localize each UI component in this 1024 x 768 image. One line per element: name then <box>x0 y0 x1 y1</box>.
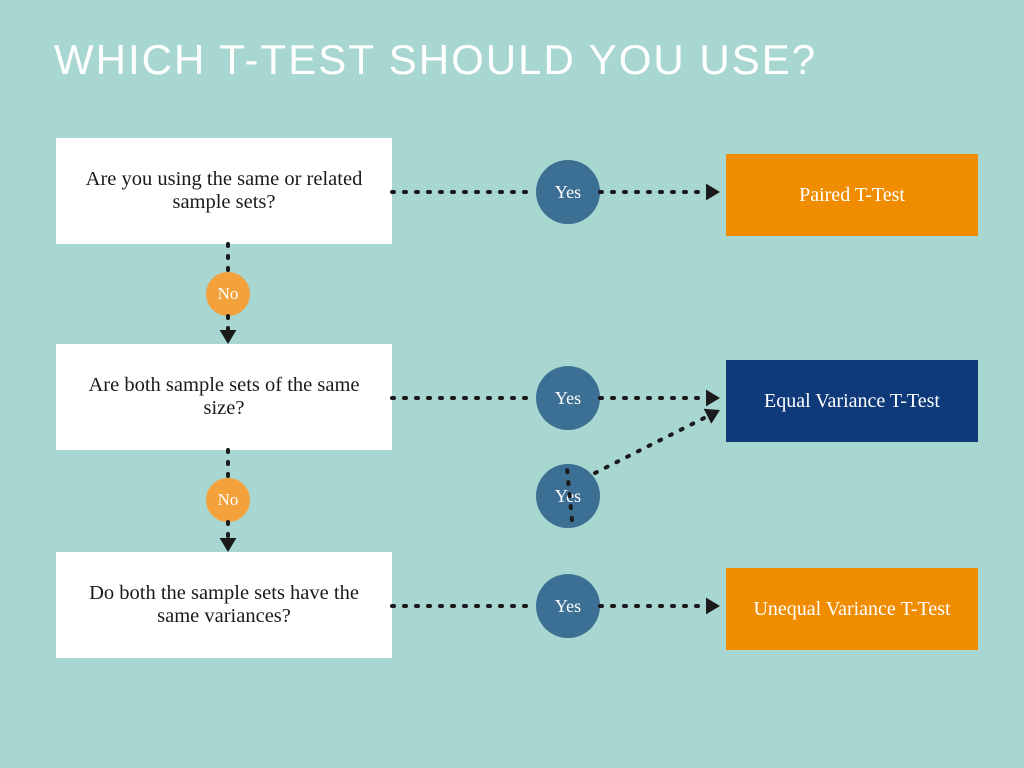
no-circle-1: No <box>206 272 250 316</box>
question-box-1: Are you using the same or related sample… <box>56 138 392 244</box>
question-text-2: Are both sample sets of the same size? <box>80 374 368 420</box>
yes-circle-2: Yes <box>536 366 600 430</box>
result-label-equal-variance: Equal Variance T-Test <box>764 390 940 413</box>
no-circle-2: No <box>206 478 250 522</box>
question-text-3: Do both the sample sets have the same va… <box>80 582 368 628</box>
yes-circle-3: Yes <box>536 464 600 528</box>
yes-circle-1: Yes <box>536 160 600 224</box>
result-label-unequal-variance: Unequal Variance T-Test <box>753 598 950 621</box>
yes-label-4: Yes <box>555 596 581 617</box>
page-title: WHICH T-TEST SHOULD YOU USE? <box>54 36 817 84</box>
yes-label-3: Yes <box>555 486 581 507</box>
result-label-paired: Paired T-Test <box>799 184 905 207</box>
yes-circle-4: Yes <box>536 574 600 638</box>
result-box-unequal-variance: Unequal Variance T-Test <box>726 568 978 650</box>
question-box-2: Are both sample sets of the same size? <box>56 344 392 450</box>
result-box-paired: Paired T-Test <box>726 154 978 236</box>
question-box-3: Do both the sample sets have the same va… <box>56 552 392 658</box>
no-label-2: No <box>218 490 239 510</box>
yes-label-2: Yes <box>555 388 581 409</box>
result-box-equal-variance: Equal Variance T-Test <box>726 360 978 442</box>
no-label-1: No <box>218 284 239 304</box>
yes-label-1: Yes <box>555 182 581 203</box>
question-text-1: Are you using the same or related sample… <box>80 168 368 214</box>
